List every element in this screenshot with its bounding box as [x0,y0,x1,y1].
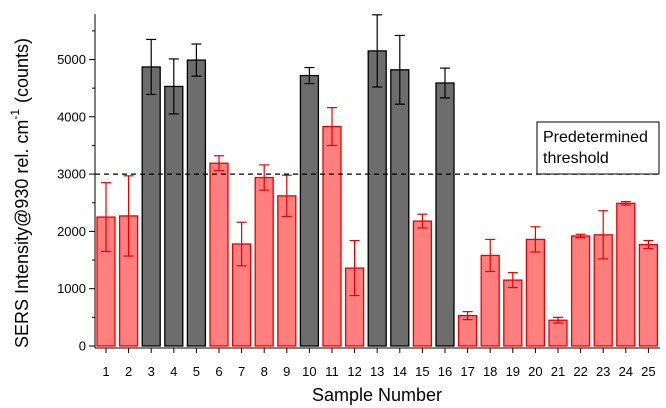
bar [322,125,342,347]
threshold-label-box [536,121,660,175]
y-ticks-group: 0 1000 2000 3000 4000 5000 [57,30,95,354]
x-tick-label: 25 [641,364,655,379]
x-tick-label: 21 [551,364,565,379]
x-tick-label: 1 [102,364,109,379]
x-tick-label: 8 [261,364,268,379]
bar [186,59,207,347]
x-tick-label: 12 [347,364,361,379]
bar [390,69,410,347]
x-tick-label: 17 [460,364,474,379]
bar [141,66,161,347]
bar [435,82,455,347]
x-tick-label: 6 [215,364,222,379]
y-tick-label: 5000 [57,52,86,67]
y-axis-label-suffix: (counts) [12,38,32,103]
threshold-label-line1: Predetermined [543,129,648,146]
x-tick-label: 13 [370,364,384,379]
bar [525,238,546,347]
bar [254,176,274,347]
bar [209,162,229,347]
x-tick-label: 7 [238,364,245,379]
bar [367,50,387,347]
y-tick-label: 3000 [57,167,86,182]
bar [299,74,320,347]
x-tick-label: 2 [125,364,132,379]
x-axis-label: Sample Number [312,385,442,405]
bars-group [96,50,659,347]
y-tick-label: 2000 [57,224,86,239]
y-tick-label: 4000 [57,109,86,124]
error-bars-group [101,14,654,324]
y-axis-label: SERS Intensity@930 rel. cm-1(counts) [8,38,32,348]
x-tick-label: 18 [483,364,497,379]
bar [412,220,433,347]
bar [503,279,523,347]
y-axis-label-superscript: -1 [8,109,22,120]
y-tick-label: 0 [79,339,86,354]
bar [277,195,297,347]
x-tick-label: 22 [573,364,587,379]
x-tick-label: 23 [596,364,610,379]
x-tick-label: 4 [170,364,177,379]
bar [638,243,659,347]
bar [570,235,591,347]
x-tick-label: 16 [438,364,452,379]
x-tick-label: 24 [619,364,633,379]
x-tick-label: 10 [302,364,316,379]
y-tick-label: 1000 [57,281,86,296]
bar [164,85,184,347]
x-tick-label: 9 [283,364,290,379]
y-axis-label-group: SERS Intensity@930 rel. cm-1(counts) [8,38,32,348]
x-tick-label: 14 [393,364,407,379]
x-tick-label: 15 [415,364,429,379]
bar [616,202,636,347]
threshold-label-line2: threshold [543,150,609,167]
x-tick-label: 20 [528,364,542,379]
x-tick-label: 5 [193,364,200,379]
x-tick-label: 19 [506,364,520,379]
x-ticks-group: 1 2 3 4 5 6 7 8 9 10 11 12 13 14 15 16 17 18 19 20 21 22 23 24 2… [102,348,656,379]
x-tick-label: 11 [325,364,339,379]
bar [548,319,568,347]
x-tick-label: 3 [148,364,155,379]
